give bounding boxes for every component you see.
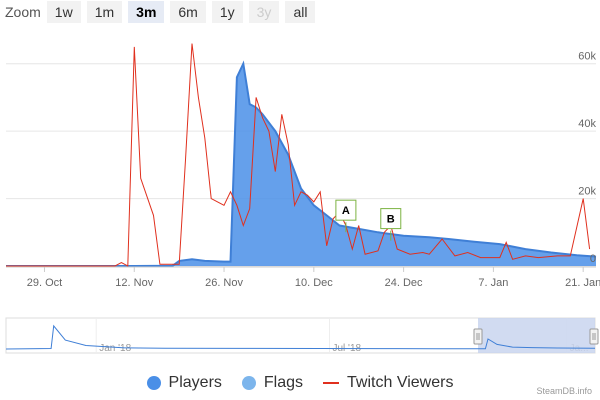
legend-item-flags[interactable]: Flags: [241, 374, 304, 392]
zoom-button-6m[interactable]: 6m: [170, 1, 206, 23]
flag-A[interactable]: A: [335, 199, 357, 233]
legend-twitch-marker: [323, 382, 340, 384]
x-tick-label: 7. Jan: [478, 277, 508, 289]
navigator-handle-left[interactable]: [473, 328, 483, 345]
legend-item-players[interactable]: Players: [146, 374, 222, 392]
zoom-buttons: 1w 1m 3m 6m 1y 3y all: [46, 1, 322, 23]
zoom-button-3y: 3y: [248, 1, 280, 23]
y-tick-label: 60k: [578, 51, 596, 63]
zoom-bar: Zoom 1w 1m 3m 6m 1y 3y all: [0, 0, 321, 24]
legend: Players Flags Twitch Viewers: [0, 370, 600, 396]
x-tick-label: 26. Nov: [205, 277, 243, 289]
credit-text[interactable]: SteamDB.info: [536, 386, 592, 396]
y-tick-label: 0: [590, 253, 596, 265]
navigator-label: Jan '18: [99, 343, 131, 354]
flag-label: A: [342, 205, 350, 217]
y-axis: 0 20k 40k 60k: [578, 51, 596, 265]
navigator-handle-right[interactable]: [589, 328, 599, 345]
legend-flags-label: Flags: [263, 374, 304, 391]
navigator-selection[interactable]: [478, 318, 595, 353]
twitch-viewers-series: [6, 43, 591, 267]
y-tick-label: 20k: [578, 186, 596, 198]
legend-twitch-label: Twitch Viewers: [347, 374, 454, 391]
legend-item-twitch-viewers[interactable]: Twitch Viewers: [323, 374, 453, 392]
navigator-series: [5, 324, 596, 350]
zoom-button-1m[interactable]: 1m: [86, 1, 123, 23]
zoom-button-all[interactable]: all: [285, 1, 316, 23]
zoom-label: Zoom: [5, 4, 41, 20]
x-tick-label: 12. Nov: [115, 277, 153, 289]
series-layer: [6, 43, 597, 267]
legend-flags-marker: [241, 376, 256, 390]
legend-players-marker: [146, 376, 161, 390]
x-tick-label: 10. Dec: [295, 277, 333, 289]
zoom-button-3m[interactable]: 3m: [128, 1, 165, 23]
x-tick-label: 21. Jan: [565, 277, 600, 289]
zoom-button-1y[interactable]: 1y: [211, 1, 243, 23]
players-area-series: [6, 63, 596, 267]
flags-layer: AB: [335, 199, 402, 241]
y-tick-label: 40k: [578, 118, 596, 130]
legend-players-label: Players: [168, 374, 222, 391]
flag-B[interactable]: B: [380, 208, 402, 241]
flag-label: B: [387, 214, 395, 226]
zoom-button-1w[interactable]: 1w: [46, 1, 81, 23]
x-tick-label: 24. Dec: [385, 277, 423, 289]
x-axis: 29. Oct 12. Nov 26. Nov 10. Dec 24. Dec 7. Ja…: [6, 266, 600, 289]
players-line-series: [6, 60, 597, 267]
x-tick-label: 29. Oct: [27, 277, 62, 289]
